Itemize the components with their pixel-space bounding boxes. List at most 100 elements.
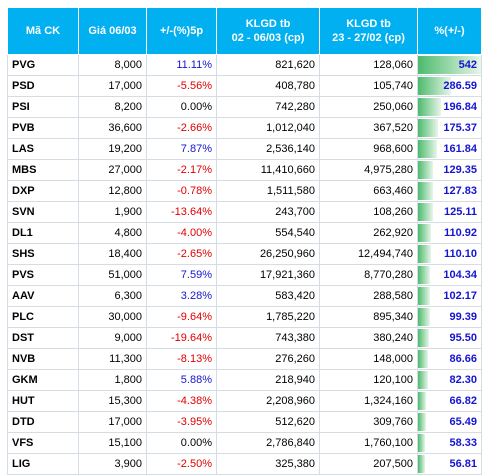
cell-price: 51,000 — [78, 264, 147, 286]
cell-stock-code[interactable]: SVN — [7, 201, 79, 223]
cell-price: 17,000 — [78, 75, 147, 97]
volume-table-container: Mã CK Giá 06/03 +/-(%)5p KLGD tb 02 - 06/… — [7, 7, 482, 475]
cell-price: 1,800 — [78, 369, 147, 391]
data-bar — [418, 161, 434, 179]
cell-volume-change: 66.82 — [417, 390, 482, 412]
cell-volume-change: 542 — [417, 54, 482, 76]
cell-volume-previous: 895,340 — [319, 306, 418, 328]
table-row[interactable]: NVB 11,300 -8.13% 276,260 148,000 86.66 — [7, 348, 482, 370]
cell-stock-code[interactable]: DST — [7, 327, 79, 349]
cell-stock-code[interactable]: VFS — [7, 432, 79, 454]
table-row[interactable]: PVS 51,000 7.59% 17,921,360 8,770,280 104.34 — [7, 264, 482, 286]
cell-volume-change: 125.11 — [417, 201, 482, 223]
cell-change-percent: -19.64% — [146, 327, 217, 349]
header-change[interactable]: +/-(%)5p — [146, 7, 217, 55]
table-row[interactable]: DTD 17,000 -3.95% 512,620 309,760 65.49 — [7, 411, 482, 433]
table-row[interactable]: PVB 36,600 -2.66% 1,012,040 367,520 175.37 — [7, 117, 482, 139]
cell-change-percent: -3.95% — [146, 411, 217, 433]
data-bar — [418, 329, 430, 347]
cell-volume-change: 56.81 — [417, 453, 482, 475]
table-row[interactable]: PSI 8,200 0.00% 742,280 250,060 196.84 — [7, 96, 482, 118]
cell-price: 27,000 — [78, 159, 147, 181]
cell-stock-code[interactable]: PVS — [7, 264, 79, 286]
header-price[interactable]: Giá 06/03 — [78, 7, 147, 55]
cell-volume-previous: 108,260 — [319, 201, 418, 223]
cell-volume-previous: 663,460 — [319, 180, 418, 202]
table-row[interactable]: HUT 15,300 -4.38% 2,208,960 1,324,160 66.82 — [7, 390, 482, 412]
header-volume-previous[interactable]: KLGD tb 23 - 27/02 (cp) — [319, 7, 418, 55]
cell-stock-code[interactable]: PSI — [7, 96, 79, 118]
cell-change-percent: -0.78% — [146, 180, 217, 202]
cell-price: 11,300 — [78, 348, 147, 370]
table-row[interactable]: DST 9,000 -19.64% 743,380 380,240 95.50 — [7, 327, 482, 349]
volume-change-value: 110.92 — [443, 227, 477, 239]
table-row[interactable]: PLC 30,000 -9.64% 1,785,220 895,340 99.39 — [7, 306, 482, 328]
cell-stock-code[interactable]: SHS — [7, 243, 79, 265]
cell-stock-code[interactable]: GKM — [7, 369, 79, 391]
cell-volume-current: 276,260 — [216, 348, 320, 370]
cell-change-percent: 0.00% — [146, 96, 217, 118]
cell-volume-previous: 309,760 — [319, 411, 418, 433]
cell-price: 15,100 — [78, 432, 147, 454]
cell-stock-code[interactable]: NVB — [7, 348, 79, 370]
table-row[interactable]: MBS 27,000 -2.17% 11,410,660 4,975,280 129.35 — [7, 159, 482, 181]
table-row[interactable]: AAV 6,300 3.28% 583,420 288,580 102.17 — [7, 285, 482, 307]
table-row[interactable]: VFS 15,100 0.00% 2,786,840 1,760,100 58.33 — [7, 432, 482, 454]
table-row[interactable]: DL1 4,800 -4.00% 554,540 262,920 110.92 — [7, 222, 482, 244]
cell-stock-code[interactable]: DTD — [7, 411, 79, 433]
cell-stock-code[interactable]: PVG — [7, 54, 79, 76]
data-bar — [418, 413, 426, 431]
cell-change-percent: -2.65% — [146, 243, 217, 265]
header-volume-previous-line1: KLGD tb — [346, 18, 391, 30]
volume-change-value: 286.59 — [443, 80, 477, 92]
cell-stock-code[interactable]: PLC — [7, 306, 79, 328]
header-percent-change[interactable]: %(+/-) — [417, 7, 482, 55]
cell-change-percent: 11.11% — [146, 54, 217, 76]
cell-volume-current: 821,620 — [216, 54, 320, 76]
table-row[interactable]: LIG 3,900 -2.50% 325,380 207,500 56.81 — [7, 453, 482, 475]
cell-change-percent: -2.50% — [146, 453, 217, 475]
cell-stock-code[interactable]: MBS — [7, 159, 79, 181]
cell-volume-previous: 1,324,160 — [319, 390, 418, 412]
table-row[interactable]: PSD 17,000 -5.56% 408,780 105,740 286.59 — [7, 75, 482, 97]
cell-volume-current: 743,380 — [216, 327, 320, 349]
cell-volume-previous: 120,100 — [319, 369, 418, 391]
table-body: PVG 8,000 11.11% 821,620 128,060 542 PSD 17,000… — [7, 54, 482, 475]
cell-stock-code[interactable]: LIG — [7, 453, 79, 475]
volume-change-value: 99.39 — [449, 311, 477, 323]
cell-stock-code[interactable]: LAS — [7, 138, 79, 160]
cell-stock-code[interactable]: HUT — [7, 390, 79, 412]
table-row[interactable]: SHS 18,400 -2.65% 26,250,960 12,494,740 110.1… — [7, 243, 482, 265]
cell-volume-current: 408,780 — [216, 75, 320, 97]
cell-volume-current: 512,620 — [216, 411, 320, 433]
table-row[interactable]: GKM 1,800 5.88% 218,940 120,100 82.30 — [7, 369, 482, 391]
cell-volume-current: 2,208,960 — [216, 390, 320, 412]
data-bar — [418, 308, 430, 326]
cell-stock-code[interactable]: PVB — [7, 117, 79, 139]
cell-stock-code[interactable]: AAV — [7, 285, 79, 307]
header-code[interactable]: Mã CK — [7, 7, 79, 55]
cell-volume-current: 1,511,580 — [216, 180, 320, 202]
volume-change-value: 125.11 — [443, 206, 477, 218]
table-row[interactable]: SVN 1,900 -13.64% 243,700 108,260 125.11 — [7, 201, 482, 223]
cell-volume-previous: 207,500 — [319, 453, 418, 475]
volume-change-value: 542 — [458, 59, 477, 71]
cell-price: 6,300 — [78, 285, 147, 307]
cell-change-percent: 3.28% — [146, 285, 217, 307]
data-bar — [418, 434, 425, 452]
header-volume-current[interactable]: KLGD tb 02 - 06/03 (cp) — [216, 7, 320, 55]
cell-stock-code[interactable]: DL1 — [7, 222, 79, 244]
cell-volume-current: 218,940 — [216, 369, 320, 391]
cell-volume-change: 110.10 — [417, 243, 482, 265]
cell-stock-code[interactable]: DXP — [7, 180, 79, 202]
cell-volume-previous: 105,740 — [319, 75, 418, 97]
table-row[interactable]: DXP 12,800 -0.78% 1,511,580 663,460 127.83 — [7, 180, 482, 202]
table-row[interactable]: LAS 19,200 7.87% 2,536,140 968,600 161.84 — [7, 138, 482, 160]
cell-volume-change: 65.49 — [417, 411, 482, 433]
cell-stock-code[interactable]: PSD — [7, 75, 79, 97]
cell-volume-change: 127.83 — [417, 180, 482, 202]
cell-change-percent: -4.00% — [146, 222, 217, 244]
table-row[interactable]: PVG 8,000 11.11% 821,620 128,060 542 — [7, 54, 482, 76]
header-volume-previous-line2: 23 - 27/02 (cp) — [332, 32, 405, 44]
cell-volume-current: 1,012,040 — [216, 117, 320, 139]
